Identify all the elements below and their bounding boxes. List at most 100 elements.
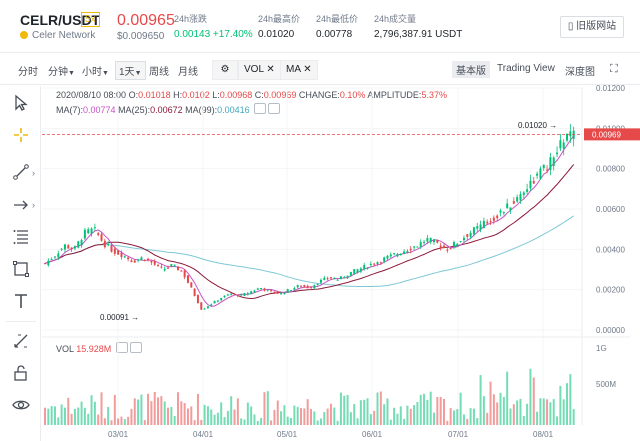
ma25-line — [44, 164, 575, 300]
candle-body — [343, 277, 346, 279]
rectangle-icon[interactable] — [12, 260, 30, 278]
date-tick-label: 05/01 — [277, 430, 298, 439]
candle-body — [526, 189, 529, 192]
candle-body — [489, 221, 492, 223]
volume-bar — [256, 420, 259, 425]
candle-body — [572, 130, 575, 139]
volume-bar — [100, 392, 103, 425]
ruler-icon[interactable] — [12, 332, 30, 350]
chevron-right-icon[interactable]: › — [32, 200, 35, 210]
candle-body — [233, 293, 236, 295]
candle-body — [77, 241, 80, 248]
volume-bar — [87, 413, 90, 425]
candle-body — [403, 251, 406, 254]
volume-bar — [376, 392, 379, 425]
candle-body — [346, 275, 349, 278]
candle-body — [389, 254, 392, 257]
chevron-right-icon[interactable]: › — [32, 168, 35, 178]
candle-body — [97, 233, 100, 235]
view-basic[interactable]: 基本版 — [452, 61, 490, 78]
candle-body — [263, 288, 266, 291]
volume-value: 2,796,387.91 USDT — [374, 29, 463, 40]
close-icon[interactable]: ✕ — [303, 64, 312, 75]
candle-body — [336, 279, 339, 281]
candle-body — [329, 277, 332, 279]
candle-body — [44, 263, 46, 265]
vol-label: VOL — [56, 344, 74, 354]
volume-bar — [316, 420, 319, 425]
candle-body — [439, 245, 442, 248]
candle-body — [53, 256, 56, 258]
edit-icon[interactable] — [254, 103, 267, 114]
eye-icon[interactable] — [268, 103, 281, 114]
interval-time[interactable]: 分时 — [18, 67, 38, 78]
candle-body — [443, 245, 445, 249]
edit-icon[interactable] — [115, 342, 128, 353]
candle-body — [413, 246, 416, 248]
last-price-usd: $0.009650 — [117, 31, 165, 42]
view-tradingview[interactable]: Trading View — [497, 63, 555, 74]
volume-bar — [343, 395, 346, 425]
eye-icon[interactable] — [12, 396, 30, 414]
candle-body — [349, 271, 352, 276]
candle-body — [436, 240, 439, 243]
candle-body — [200, 302, 203, 310]
candle-body — [369, 263, 372, 265]
volume-bar — [57, 417, 60, 425]
candle-body — [559, 140, 562, 149]
old-site-button[interactable]: ▯ 旧版网站 — [560, 16, 624, 38]
settings-icon[interactable]: ⚙ — [212, 60, 238, 80]
price-tick-label: 0.00400 — [596, 245, 625, 254]
cursor-icon[interactable] — [12, 94, 30, 112]
low-label: 24h最低价 — [316, 14, 359, 24]
candle-body — [107, 244, 110, 246]
volume-bar — [77, 407, 80, 425]
volume-bar — [459, 392, 462, 425]
interval-minute[interactable]: 分钟▼ — [48, 63, 75, 78]
volume-bar — [389, 419, 392, 425]
candle-body — [140, 257, 143, 261]
close-value: 0.00969 — [263, 90, 297, 100]
text-icon[interactable] — [12, 292, 30, 310]
volume-tick-label: 1G — [596, 344, 607, 353]
interval-day[interactable]: 1天▼ — [115, 61, 146, 80]
volume-bar — [293, 405, 296, 425]
volume-bar — [270, 420, 273, 425]
drawing-toolbar: › › — [0, 86, 41, 441]
view-depth[interactable]: 深度图 — [565, 67, 595, 78]
amplitude-label: AMPLITUDE: — [367, 90, 422, 100]
interval-month[interactable]: 月线 — [178, 67, 198, 78]
indicator-ma[interactable]: MA ✕ — [280, 60, 318, 80]
volume-bar — [240, 418, 243, 425]
candle-body — [529, 180, 532, 189]
volume-bar — [552, 399, 555, 425]
volume-bar — [386, 398, 389, 425]
volume-bar — [413, 405, 416, 425]
crosshair-icon[interactable] — [12, 126, 30, 144]
interval-hour[interactable]: 小时▼ — [82, 63, 109, 78]
volume-bar — [499, 392, 502, 425]
lock-icon[interactable] — [12, 364, 30, 382]
volume-bar — [286, 416, 289, 425]
pair-name[interactable]: CELR/USDT — [20, 12, 101, 28]
volume-bar — [486, 412, 489, 425]
volume-bar — [393, 407, 396, 425]
fullscreen-icon[interactable]: ⛶ — [610, 63, 618, 75]
candle-body — [333, 278, 336, 280]
arrow-line-icon[interactable] — [12, 196, 30, 214]
candle-body — [276, 291, 279, 294]
candle-body — [482, 220, 485, 229]
volume-bar — [246, 402, 249, 425]
close-icon[interactable]: ✕ — [266, 64, 275, 75]
candle-body — [67, 245, 70, 249]
volume-bar — [157, 397, 160, 425]
volume-label: 24h成交量 — [374, 14, 417, 24]
eye-icon[interactable] — [129, 342, 142, 353]
candle-body — [416, 246, 419, 248]
fib-icon[interactable] — [12, 228, 30, 246]
coin-name: Celer Network — [20, 30, 95, 41]
candle-body — [363, 265, 366, 270]
trend-line-icon[interactable] — [12, 163, 30, 181]
interval-week[interactable]: 周线 — [149, 67, 169, 78]
